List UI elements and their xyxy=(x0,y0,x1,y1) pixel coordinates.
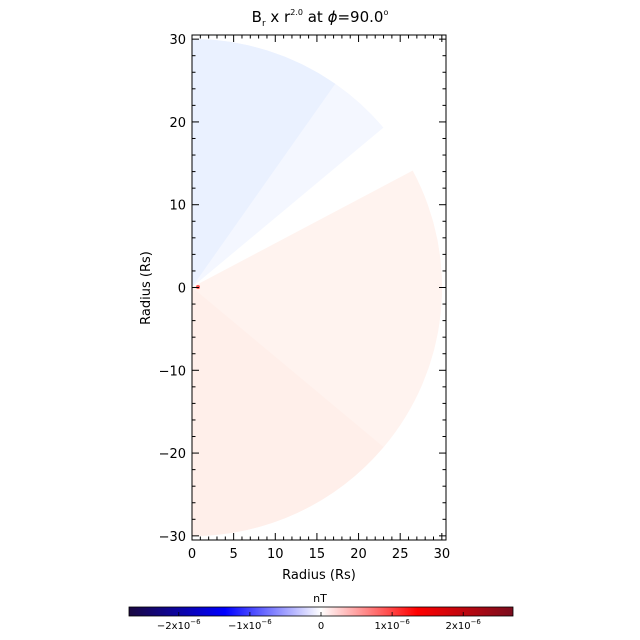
x-tick-label: 0 xyxy=(188,547,196,562)
y-tick-label: −30 xyxy=(159,530,186,545)
chart-title: Br x r2.0 at ϕ=90.0o xyxy=(252,8,389,29)
title-suffix: at xyxy=(303,8,328,26)
x-tick-label: 30 xyxy=(434,547,451,562)
colorbar-ticks: −2x10−6 −1x10−6 0 1x10−6 2x10−6 xyxy=(157,612,482,632)
title-power: 2.0 xyxy=(290,8,303,17)
field-sector-3 xyxy=(191,170,443,448)
y-tick-label: 20 xyxy=(169,116,186,131)
x-tick-label: 15 xyxy=(309,547,326,562)
x-tick-labels: 0 5 10 15 20 25 30 xyxy=(188,547,450,562)
x-tick-label: 5 xyxy=(229,547,237,562)
colorbar-tick-label: −1x10−6 xyxy=(228,618,272,632)
y-tick-label: −10 xyxy=(159,364,186,379)
axis-ticks xyxy=(191,35,446,540)
title-degree: o xyxy=(383,8,388,17)
field-sector-0 xyxy=(191,38,336,289)
y-tick-label: 30 xyxy=(169,33,186,48)
x-tick-label: 25 xyxy=(392,547,409,562)
colorbar-tick-label: 2x10−6 xyxy=(446,618,482,632)
colorbar-tick-label: −2x10−6 xyxy=(157,618,201,632)
colorbar-tick-label: 1x10−6 xyxy=(374,618,410,632)
title-phi: ϕ xyxy=(328,8,338,26)
y-axis-label: Radius (Rs) xyxy=(139,251,154,325)
title-subscript: r xyxy=(262,19,266,29)
y-tick-label: 10 xyxy=(169,199,186,214)
title-mid: x r xyxy=(266,8,291,26)
field-sectors xyxy=(191,38,443,537)
x-tick-label: 20 xyxy=(350,547,367,562)
title-prefix: B xyxy=(252,8,262,26)
x-axis-label: Radius (Rs) xyxy=(282,568,356,583)
y-tick-labels: 30 20 10 0 −10 −20 −30 xyxy=(159,33,186,545)
x-tick-label: 10 xyxy=(267,547,284,562)
y-tick-label: −20 xyxy=(159,447,186,462)
title-value: =90.0 xyxy=(337,8,383,26)
colorbar-tick-label: 0 xyxy=(318,621,324,632)
colorbar-label: nT xyxy=(313,592,327,605)
y-tick-label: 0 xyxy=(178,282,186,297)
field-sector-4 xyxy=(191,286,384,537)
